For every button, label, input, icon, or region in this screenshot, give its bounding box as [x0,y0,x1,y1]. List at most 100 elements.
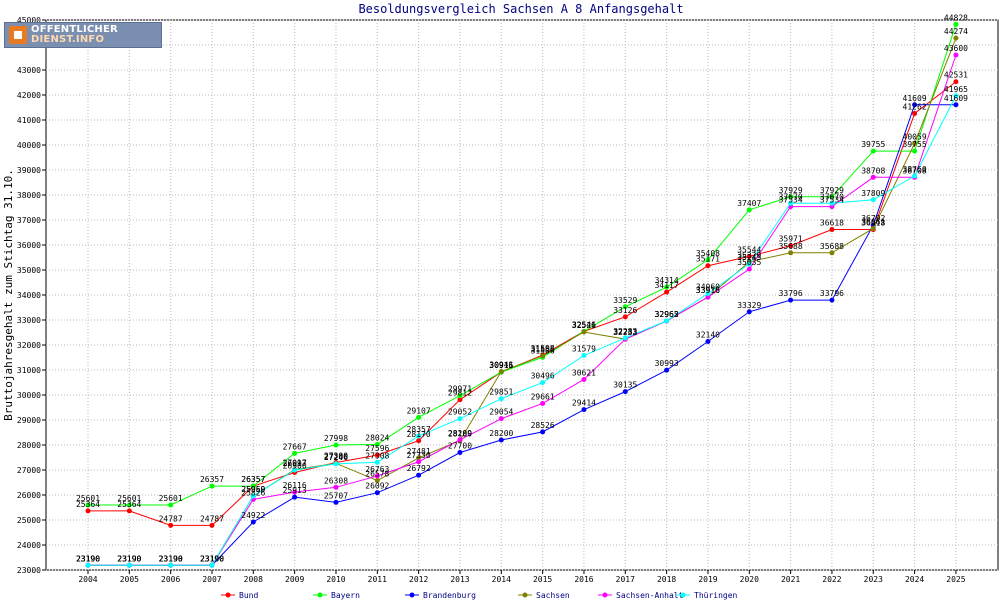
data-label-brandenburg: 26092 [365,482,389,491]
data-label-sachsen-anhalt: 26763 [365,465,389,474]
data-point-brandenburg [250,519,256,525]
data-label-sachsen-anhalt: 23190 [200,554,224,563]
data-point-bund [664,289,670,295]
y-tick-label: 43000 [17,66,41,75]
data-point-th-ringen [126,562,132,568]
site-logo: OFFENTLICHER DIENST.INFO [4,22,162,48]
data-point-bayern [168,502,174,508]
data-point-th-ringen [333,461,339,467]
data-point-bayern [292,450,298,456]
data-point-brandenburg [416,472,422,478]
x-tick-label: 2007 [202,575,221,584]
data-point-brandenburg [457,450,463,455]
x-tick-label: 2017 [616,575,635,584]
data-point-bayern [374,441,380,447]
data-point-bund [622,314,628,320]
data-label-sachsen: 30941 [489,360,513,369]
data-label-bayern: 34314 [655,276,679,285]
data-point-sachsen [416,455,422,461]
data-point-bayern [788,194,794,200]
data-point-th-ringen [622,335,628,341]
legend-label-sachsen-anhalt: Sachsen-Anhalt [616,591,684,600]
data-label-th-ringen: 25959 [241,485,265,494]
y-tick-label: 25000 [17,516,41,525]
data-point-th-ringen [788,200,794,206]
x-tick-label: 2013 [450,575,469,584]
data-label-sachsen-anhalt: 23190 [76,554,100,563]
data-label-sachsen: 32233 [613,328,637,337]
x-tick-label: 2005 [120,575,139,584]
data-label-sachsen: 35688 [820,242,844,251]
data-label-sachsen: 25960 [241,485,265,494]
data-label-sachsen: 31566 [531,345,555,354]
x-tick-label: 2019 [698,575,717,584]
y-tick-label: 38000 [17,191,41,200]
data-label-sachsen: 33916 [696,286,720,295]
legend-swatch-bund [225,592,231,598]
data-point-sachsen-anhalt [705,294,711,300]
data-label-bayern: 32546 [572,320,596,329]
data-label-bund: 35171 [696,255,720,264]
x-tick-label: 2024 [905,575,924,584]
data-label-brandenburg: 33329 [737,301,761,310]
data-label-sachsen: 27017 [283,459,307,468]
data-label-bund: 35971 [779,235,803,244]
data-label-bund: 27596 [365,444,389,453]
data-point-brandenburg [540,429,546,435]
data-point-bayern [912,148,918,154]
data-label-bund: 36618 [861,219,885,228]
data-label-brandenburg: 26792 [407,464,431,473]
legend: Bund Bayern Brandenburg Sachsen Sachsen-Anha… [221,591,738,600]
data-point-bayern [705,257,711,263]
data-label-th-ringen: 27308 [365,451,389,460]
data-label-th-ringen: 35245 [737,253,761,262]
data-label-sachsen: 23190 [159,554,183,563]
y-tick-label: 26000 [17,491,41,500]
data-point-sachsen [581,329,587,335]
data-label-sachsen-anhalt: 29054 [489,408,513,417]
data-label-bund: 33126 [613,306,637,315]
data-label-brandenburg: 28526 [531,421,555,430]
y-tick-label: 30000 [17,391,41,400]
data-label-th-ringen: 29851 [489,388,513,397]
logo-text-line-2: DIENST.INFO [31,34,105,45]
data-point-brandenburg [705,339,711,344]
data-point-bund [209,522,215,528]
data-point-th-ringen [168,562,174,568]
data-label-bund: 28170 [407,430,431,439]
x-tick-label: 2016 [574,575,593,584]
data-point-bayern [209,483,215,489]
data-label-brandenburg: 28200 [489,429,513,438]
data-label-brandenburg: 41609 [944,94,968,103]
data-label-bund: 25364 [76,500,100,509]
y-tick-label: 33000 [17,316,41,325]
plot-area [45,19,999,571]
data-label-brandenburg: 30135 [613,381,637,390]
series-group [85,21,959,568]
data-label-th-ringen: 28357 [407,425,431,434]
data-point-th-ringen [416,433,422,439]
data-label-bayern: 35408 [696,249,720,258]
legend-swatch-bayern [317,592,323,598]
data-label-sachsen: 23190 [117,554,141,563]
data-label-sachsen-anhalt: 27330 [407,451,431,460]
data-label-th-ringen: 26997 [283,459,307,468]
data-point-bayern [457,393,463,399]
data-point-sachsen-anhalt [457,437,463,443]
data-label-bayern: 37929 [779,186,803,195]
data-label-sachsen-anhalt: 28209 [448,429,472,438]
data-point-brandenburg [581,407,587,413]
data-point-sachsen [912,141,918,147]
data-point-sachsen [953,35,959,41]
data-label-th-ringen: 23190 [117,554,141,563]
data-label-th-ringen: 41965 [944,85,968,94]
data-point-brandenburg [622,389,628,395]
y-tick-label: 27000 [17,466,41,475]
data-label-bayern: 28024 [365,433,389,442]
data-label-bayern: 39755 [903,140,927,149]
data-point-sachsen-anhalt [374,473,380,479]
y-tick-label: 37000 [17,216,41,225]
data-label-bund: 34117 [655,281,679,290]
data-label-th-ringen: 37670 [779,192,803,201]
x-tick-label: 2011 [368,575,387,584]
